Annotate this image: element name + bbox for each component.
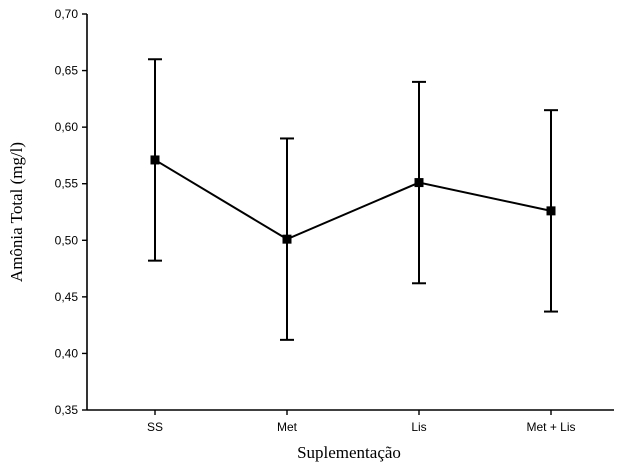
y-axis-title: Amônia Total (mg/l)	[7, 142, 26, 282]
y-tick-label: 0,65	[55, 64, 79, 78]
y-tick-label: 0,35	[55, 403, 79, 417]
x-tick-label: Lis	[411, 420, 426, 434]
x-tick-label: Met	[277, 420, 298, 434]
x-axis-ticks: SS Met Lis Met + Lis	[147, 410, 576, 434]
y-tick-label: 0,60	[55, 120, 79, 134]
y-tick-label: 0,70	[55, 7, 79, 21]
data-point	[546, 206, 556, 216]
x-tick-label: Met + Lis	[526, 420, 575, 434]
y-tick-label: 0,45	[55, 290, 79, 304]
data-point	[282, 234, 292, 244]
y-tick-label: 0,50	[55, 233, 79, 247]
series-line	[154, 159, 552, 241]
data-point	[150, 155, 160, 165]
data-point	[414, 178, 424, 188]
x-tick-label: SS	[147, 420, 163, 434]
y-tick-label: 0,55	[55, 177, 79, 191]
y-tick-label: 0,40	[55, 346, 79, 360]
y-axis-ticks: 0,35 0,40 0,45 0,50 0,55 0,60 0,65 0,70	[55, 7, 87, 417]
data-markers	[150, 155, 556, 244]
series-lines	[154, 159, 552, 241]
x-axis-title: Suplementação	[297, 443, 401, 462]
